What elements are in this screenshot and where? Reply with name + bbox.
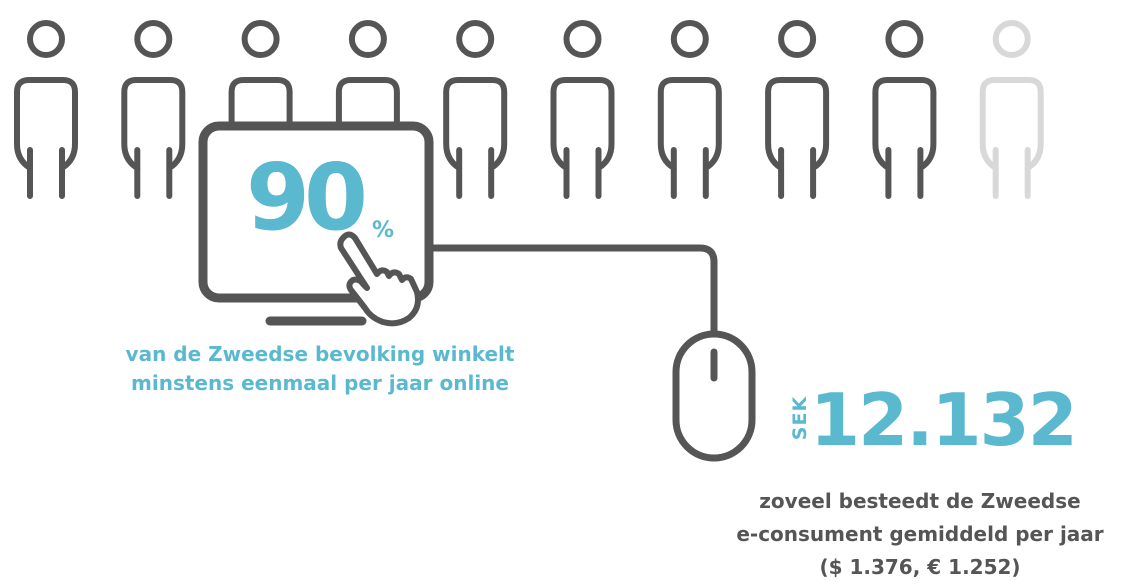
spend-caption-line-1: zoveel besteedt de Zweedse — [759, 489, 1081, 513]
currency-label: SEK — [789, 395, 811, 441]
online-percentage: 90 — [246, 144, 368, 251]
person-icon — [872, 20, 937, 199]
online-caption: van de Zweedse bevolking winkelt minsten… — [60, 340, 580, 398]
person-icon — [550, 20, 615, 199]
spend-caption: zoveel besteedt de Zweedse e-consument g… — [690, 485, 1143, 584]
computer-mouse-icon — [672, 330, 756, 462]
online-caption-line-1: van de Zweedse bevolking winkelt — [125, 342, 515, 366]
person-icon — [14, 20, 78, 199]
person-icon — [443, 20, 508, 199]
person-icon — [657, 20, 722, 199]
spend-amount: 12.132 — [810, 378, 1078, 462]
pointing-hand-icon — [337, 231, 421, 327]
monitor-icon — [198, 121, 434, 326]
percent-sign: % — [372, 218, 395, 243]
spend-caption-line-2: e-consument gemiddeld per jaar — [736, 522, 1104, 546]
online-caption-line-2: minstens eenmaal per jaar online — [131, 371, 509, 395]
spend-caption-line-3: ($ 1.376, € 1.252) — [819, 555, 1021, 579]
person-icon — [121, 20, 186, 199]
people-row — [14, 20, 1044, 199]
person-icon — [765, 20, 830, 199]
mouse-cable — [425, 244, 718, 344]
person-icon — [979, 20, 1044, 199]
